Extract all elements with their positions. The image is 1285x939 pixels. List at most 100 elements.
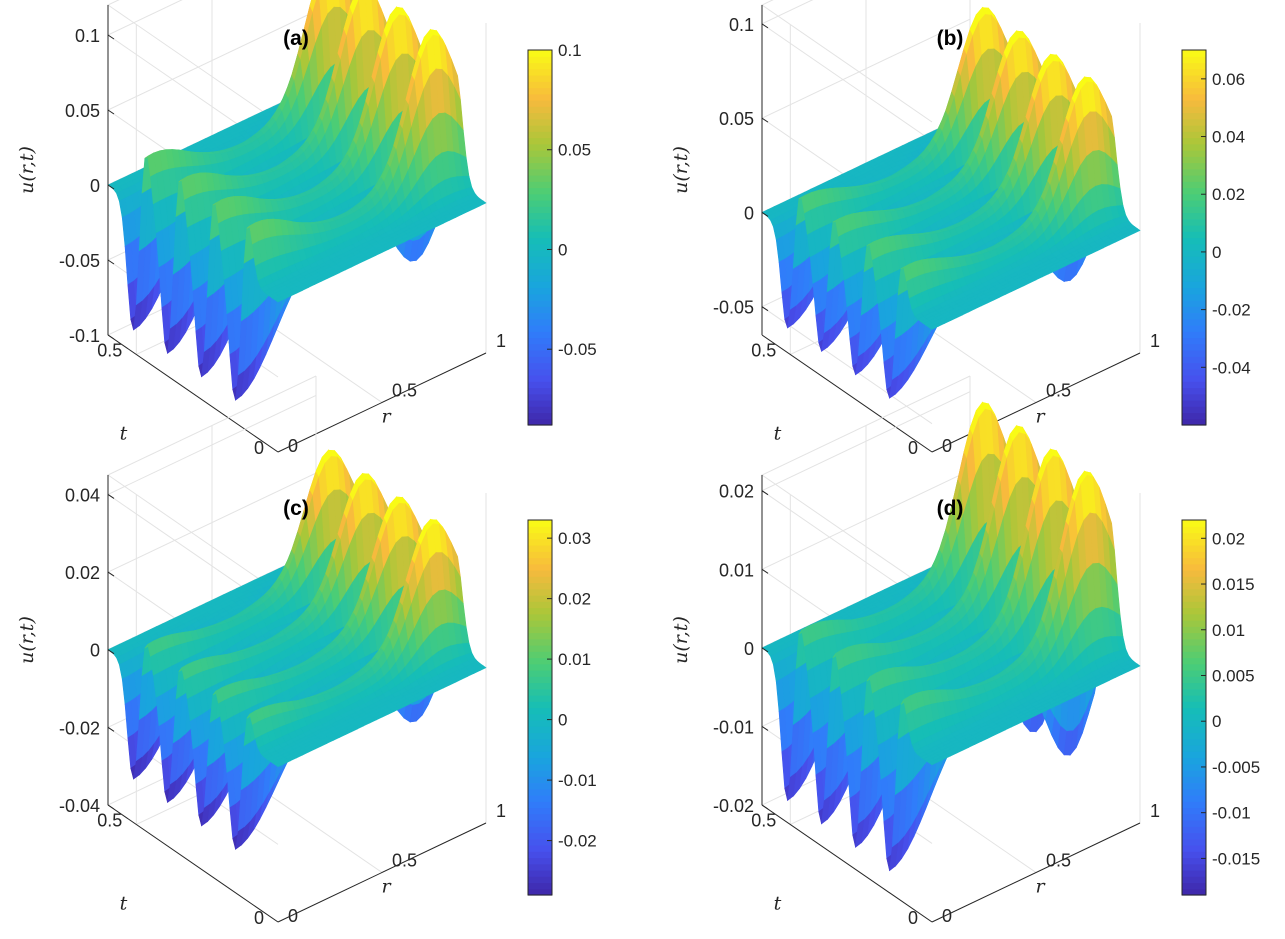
colorbar-segment (1182, 100, 1206, 107)
colorbar-tick-label: 0 (558, 240, 567, 259)
colorbar-tick-label: 0.04 (1212, 128, 1245, 147)
r-tick-label: 1 (1150, 331, 1160, 351)
colorbar-segment (528, 393, 552, 401)
colorbar-segment (1182, 325, 1206, 332)
t-tick-label: 0 (254, 438, 264, 458)
axis-lines-b (761, 5, 1141, 453)
surface-patch (476, 200, 487, 207)
colorbar-tick-label: -0.02 (1212, 301, 1251, 320)
colorbar-segment (528, 237, 552, 245)
colorbar-segment (1182, 181, 1206, 189)
colorbar-segment (1182, 331, 1206, 339)
colorbar-segment (528, 256, 552, 264)
colorbar-segment (1182, 162, 1206, 170)
colorbar-segment (1182, 387, 1206, 395)
z-tick-label: 0 (744, 203, 754, 223)
z-tick (761, 306, 769, 312)
colorbar-segment (528, 350, 552, 357)
colorbar-segment (528, 168, 552, 176)
panel-a: 0.1 0.05 0 -0.05 -0.1 0 0.5 1 0 0.5 r t u(r,t) (a) 0.1… (0, 0, 642, 469)
colorbar-segment (1182, 250, 1206, 257)
colorbar-segment (1182, 362, 1206, 370)
colorbar-segment (528, 175, 552, 182)
colorbar-segment (528, 162, 552, 170)
colorbar-segment (528, 137, 552, 145)
surface-patch (1130, 228, 1141, 234)
r-tick-label: 0.5 (1046, 381, 1071, 401)
colorbar-segment (528, 187, 552, 195)
colorbar-segment (1182, 418, 1206, 426)
colorbar-segment (528, 125, 552, 132)
colorbar-tick-label: -0.05 (558, 340, 597, 359)
colorbar-segment (1182, 50, 1206, 57)
colorbar-segment (1182, 62, 1206, 70)
r-axis-line (931, 352, 1141, 453)
colorbar-segment (1182, 193, 1206, 201)
colorbar-segment (528, 281, 552, 289)
colorbar-segment (1182, 293, 1206, 301)
colorbar-tick-label: 0.02 (1212, 185, 1245, 204)
colorbar-segment (1182, 206, 1206, 214)
colorbar-segment (1182, 381, 1206, 389)
surface-chart-a: 0.10.050-0.05-0.100.5100.5rtu(r,t)(a)0.1… (16, 0, 597, 458)
colorbar-segment (1182, 93, 1206, 101)
t-axis-title: t (774, 422, 782, 444)
colorbar-b: 0.060.040.020-0.02-0.04 (1181, 49, 1251, 426)
colorbar-segment (528, 118, 552, 126)
colorbar-segment (528, 412, 552, 420)
colorbar-segment (528, 93, 552, 101)
panel-b: 0.1 0.05 0 -0.05 0 0.5 1 0 0.5 r t u(r,t) (b) 0.06 0.0… (654, 0, 1285, 469)
colorbar-tick-label: -0.04 (1212, 358, 1251, 377)
colorbar-tick-label: 0.05 (558, 141, 591, 160)
colorbar-segment (1182, 225, 1206, 232)
colorbar-segment (528, 275, 552, 282)
axis-lines-a (107, 5, 487, 453)
colorbar-segment (528, 362, 552, 370)
colorbar-segment (528, 181, 552, 189)
colorbar-segment (1182, 300, 1206, 307)
colorbar-segment (528, 268, 552, 276)
colorbar-segment (528, 368, 552, 376)
colorbar-segment (1182, 150, 1206, 157)
colorbar-segment (528, 287, 552, 295)
z-tick (107, 334, 115, 340)
colorbar-segment (528, 200, 552, 207)
z-tick (107, 259, 115, 265)
colorbar-segment (1182, 212, 1206, 220)
colorbar-segment (528, 87, 552, 95)
colorbar-segment (1182, 168, 1206, 176)
colorbar-segment (528, 400, 552, 407)
colorbar-segment (1182, 112, 1206, 120)
colorbar-segment (528, 131, 552, 139)
surface-b (761, 6, 1141, 399)
r-axis-line (277, 352, 487, 453)
z-tick (761, 212, 769, 217)
colorbar-segment (528, 193, 552, 201)
colorbar-segment (528, 406, 552, 414)
colorbar-segment (528, 81, 552, 89)
colorbar-segment (1182, 237, 1206, 245)
colorbar-segment (528, 68, 552, 76)
colorbar-frame (527, 49, 553, 426)
colorbar-segment (1182, 137, 1206, 145)
colorbar-segment (528, 143, 552, 151)
colorbar-segment (1182, 187, 1206, 195)
colorbar-segment (1182, 412, 1206, 420)
colorbar-segment (528, 156, 552, 164)
colorbar-segment (528, 312, 552, 320)
colorbar-segment (528, 331, 552, 339)
z-tick (107, 109, 115, 115)
z-tick (761, 23, 769, 29)
colorbar-segment (528, 56, 552, 64)
colorbar-segment (528, 50, 552, 57)
colorbar-segment (1182, 312, 1206, 320)
colorbar-segment (528, 75, 552, 82)
colorbar-segment (528, 343, 552, 351)
r-tick-label: 1 (496, 331, 506, 351)
colorbar-segment (528, 418, 552, 426)
chart-title: (a) (283, 27, 309, 50)
colorbar-segment (1182, 275, 1206, 282)
